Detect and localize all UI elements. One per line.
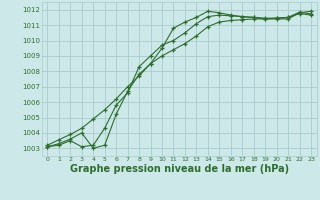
- X-axis label: Graphe pression niveau de la mer (hPa): Graphe pression niveau de la mer (hPa): [70, 164, 289, 174]
